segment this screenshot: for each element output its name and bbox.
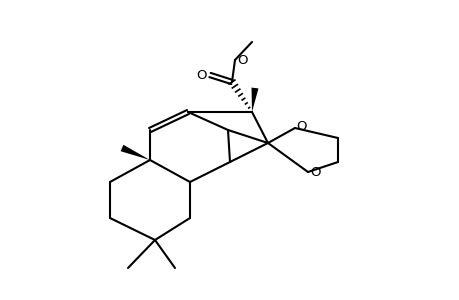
Text: O: O [310,166,320,178]
Text: O: O [296,119,307,133]
Text: O: O [237,53,248,67]
Polygon shape [251,88,258,112]
Text: O: O [196,68,207,82]
Polygon shape [120,145,150,160]
